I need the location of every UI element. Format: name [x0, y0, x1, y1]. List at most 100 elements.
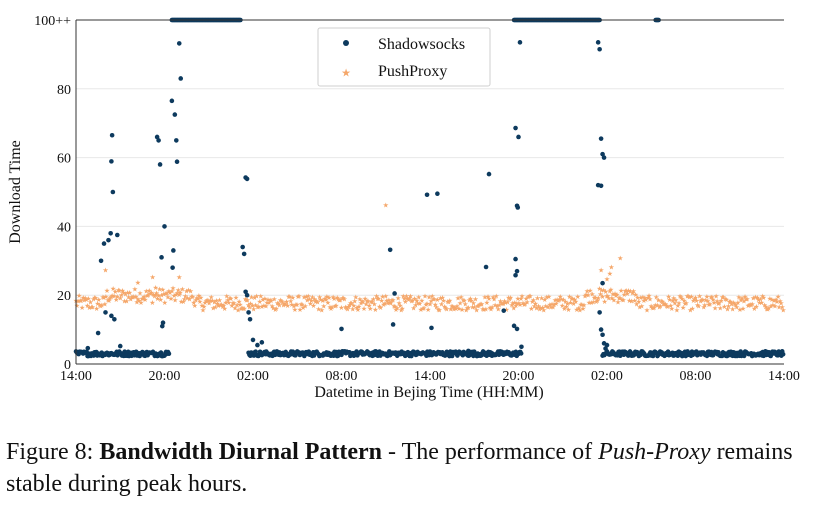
pushproxy-point: ★	[226, 299, 232, 307]
pushproxy-point: ★	[606, 295, 612, 303]
pushproxy-point: ★	[222, 305, 228, 313]
pushproxy-point: ★	[493, 293, 499, 301]
pushproxy-point: ★	[286, 293, 292, 301]
pushproxy-point: ★	[525, 293, 531, 301]
pushproxy-point: ★	[453, 305, 459, 313]
pushproxy-point: ★	[502, 299, 508, 307]
pushproxy-point: ★	[423, 301, 429, 309]
pushproxy-point: ★	[540, 304, 546, 312]
pushproxy-point: ★	[227, 295, 233, 303]
pushproxy-point: ★	[668, 302, 674, 310]
pushproxy-point: ★	[635, 294, 641, 302]
pushproxy-point: ★	[488, 306, 494, 314]
pushproxy-point: ★	[80, 294, 86, 302]
pushproxy-point: ★	[288, 298, 294, 306]
pushproxy-point: ★	[758, 299, 764, 307]
pushproxy-point: ★	[630, 288, 636, 296]
shadowsocks-point	[511, 323, 517, 329]
pushproxy-point: ★	[245, 302, 251, 310]
pushproxy-point: ★	[598, 286, 604, 294]
pushproxy-point: ★	[199, 302, 205, 310]
pushproxy-point: ★	[113, 296, 119, 304]
pushproxy-point: ★	[95, 300, 101, 308]
pushproxy-point: ★	[400, 292, 406, 300]
legend-label-shadowsocks: Shadowsocks	[378, 36, 465, 53]
legend: Shadowsocks ★ PushProxy	[317, 27, 491, 87]
pushproxy-point: ★	[557, 293, 563, 301]
pushproxy-point: ★	[430, 295, 436, 303]
pushproxy-point: ★	[750, 294, 756, 302]
pushproxy-point: ★	[268, 297, 274, 305]
pushproxy-point: ★	[776, 303, 782, 311]
pushproxy-point: ★	[512, 299, 518, 307]
shadowsocks-point	[518, 351, 524, 356]
pushproxy-point: ★	[78, 297, 84, 305]
pushproxy-point: ★	[513, 302, 519, 310]
shadowsocks-point	[241, 251, 247, 257]
pushproxy-point: ★	[396, 299, 402, 307]
pushproxy-point: ★	[756, 299, 762, 307]
pushproxy-point: ★	[365, 298, 371, 306]
y-tick-label: 0	[64, 358, 71, 373]
pushproxy-point: ★	[436, 306, 442, 314]
shadowsocks-point	[178, 76, 184, 81]
pushproxy-point: ★	[92, 294, 98, 302]
pushproxy-point: ★	[389, 297, 395, 305]
pushproxy-point: ★	[645, 294, 651, 302]
shadowsocks-point	[156, 138, 161, 143]
pushproxy-point: ★	[338, 304, 344, 312]
pushproxy-point: ★	[556, 297, 562, 305]
pushproxy-point: ★	[660, 301, 666, 309]
pushproxy-point: ★	[84, 302, 90, 310]
pushproxy-point: ★	[137, 289, 143, 297]
pushproxy-point: ★	[412, 295, 418, 303]
pushproxy-point: ★	[485, 293, 491, 301]
pushproxy-point: ★	[553, 300, 559, 308]
pushproxy-point: ★	[88, 303, 94, 311]
shadowsocks-point	[483, 264, 489, 270]
pushproxy-point: ★	[369, 299, 375, 307]
pushproxy-point: ★	[159, 292, 165, 300]
pushproxy-point: ★	[352, 298, 358, 306]
pushproxy-point: ★	[174, 289, 180, 297]
pushproxy-point: ★	[703, 297, 709, 305]
pushproxy-point: ★	[610, 290, 616, 298]
pushproxy-point: ★	[550, 304, 556, 312]
pushproxy-point: ★	[673, 296, 679, 304]
pushproxy-point: ★	[623, 287, 629, 295]
pushproxy-point: ★	[239, 305, 245, 313]
shadowsocks-point	[159, 323, 165, 329]
pushproxy-point: ★	[666, 293, 672, 301]
pushproxy-point: ★	[532, 300, 538, 308]
pushproxy-point: ★	[763, 303, 769, 311]
pushproxy-point: ★	[439, 294, 445, 302]
pushproxy-point: ★	[449, 303, 455, 311]
pushproxy-point: ★	[287, 293, 293, 301]
pushproxy-point: ★	[183, 287, 189, 295]
pushproxy-point: ★	[291, 303, 297, 311]
shadowsocks-point	[171, 248, 176, 253]
shadowsocks-point	[98, 258, 104, 264]
pushproxy-point: ★	[699, 296, 705, 304]
pushproxy-point: ★	[328, 305, 334, 313]
pushproxy-point: ★	[405, 296, 411, 304]
pushproxy-point: ★	[618, 287, 624, 295]
pushproxy-point: ★	[386, 297, 392, 305]
pushproxy-point: ★	[607, 270, 613, 278]
pushproxy-point: ★	[262, 295, 268, 303]
pushproxy-point: ★	[354, 304, 360, 312]
shadowsocks-point	[250, 337, 256, 343]
pushproxy-point: ★	[300, 304, 306, 312]
x-tick-label: 08:00	[326, 369, 358, 384]
shadowsocks-point	[95, 330, 101, 336]
pushproxy-point: ★	[489, 303, 495, 311]
pushproxy-point: ★	[495, 305, 501, 313]
pushproxy-point: ★	[258, 293, 264, 301]
pushproxy-point: ★	[528, 305, 534, 313]
x-tick-label: 20:00	[503, 369, 535, 384]
pushproxy-point: ★	[96, 296, 102, 304]
pushproxy-point: ★	[269, 303, 275, 311]
x-tick-label: 02:00	[591, 369, 623, 384]
pushproxy-point: ★	[357, 295, 363, 303]
pushproxy-point: ★	[765, 306, 771, 314]
